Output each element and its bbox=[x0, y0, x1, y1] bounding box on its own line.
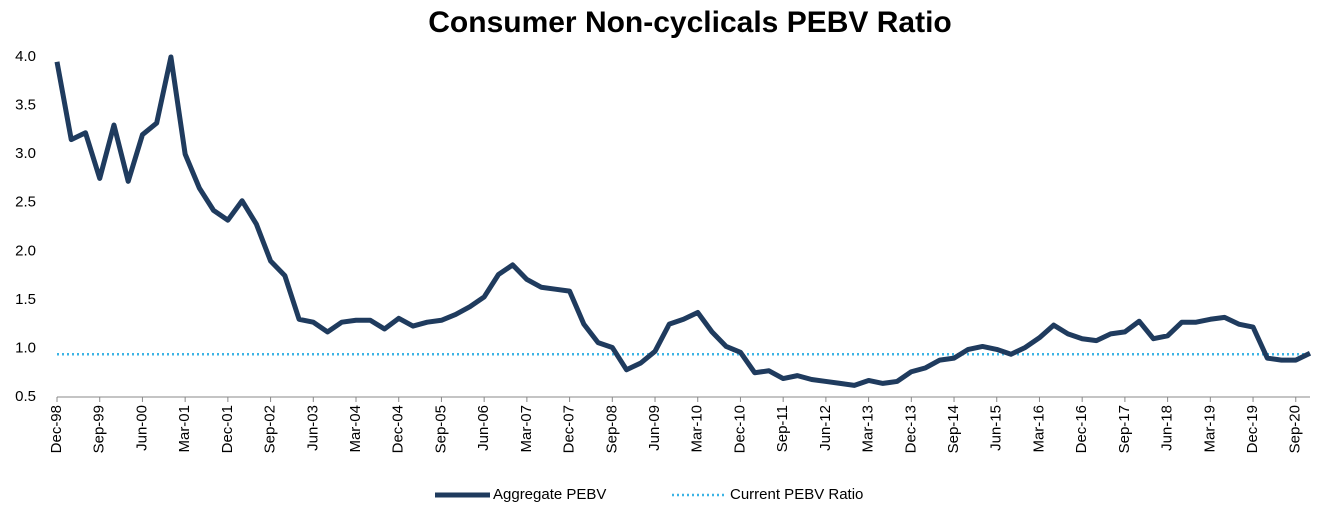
y-tick-label: 4.0 bbox=[15, 48, 36, 65]
x-tick-label: Jun-12 bbox=[817, 405, 834, 451]
y-tick-label: 2.5 bbox=[15, 194, 36, 211]
x-tick-label: Sep-02 bbox=[262, 405, 279, 453]
x-tick-label: Dec-01 bbox=[219, 405, 236, 453]
y-tick-label: 3.0 bbox=[15, 145, 36, 162]
x-tick-label: Sep-14 bbox=[945, 405, 962, 453]
legend-label: Aggregate PEBV bbox=[493, 486, 606, 503]
x-tick-label: Sep-99 bbox=[91, 405, 108, 453]
x-tick-label: Jun-00 bbox=[133, 405, 150, 451]
x-tick-label: Jun-03 bbox=[304, 405, 321, 451]
x-tick-label: Sep-08 bbox=[603, 405, 620, 453]
y-tick-label: 1.0 bbox=[15, 339, 36, 356]
y-tick-label: 2.0 bbox=[15, 242, 36, 259]
x-tick-label: Mar-10 bbox=[689, 405, 706, 453]
x-tick-label: Jun-09 bbox=[646, 405, 663, 451]
y-tick-label: 3.5 bbox=[15, 97, 36, 114]
data-line bbox=[54, 54, 1312, 388]
x-tick-label: Dec-13 bbox=[902, 405, 919, 453]
x-tick-label: Jun-06 bbox=[475, 405, 492, 451]
x-tick-label: Dec-10 bbox=[731, 405, 748, 453]
x-tick-label: Mar-04 bbox=[347, 405, 364, 453]
x-tick-label: Mar-16 bbox=[1030, 405, 1047, 453]
x-tick-label: Jun-15 bbox=[988, 405, 1005, 451]
x-tick-label: Dec-98 bbox=[48, 405, 65, 453]
x-tick-label: Sep-17 bbox=[1116, 405, 1133, 453]
x-tick-label: Dec-19 bbox=[1244, 405, 1261, 453]
y-tick-label: 0.5 bbox=[15, 388, 36, 405]
x-tick-label: Mar-07 bbox=[518, 405, 535, 453]
x-tick-label: Jun-18 bbox=[1159, 405, 1176, 451]
legend-label: Current PEBV Ratio bbox=[730, 486, 863, 503]
x-tick-label: Mar-13 bbox=[860, 405, 877, 453]
x-tick-label: Dec-07 bbox=[561, 405, 578, 453]
y-tick-label: 1.5 bbox=[15, 291, 36, 308]
x-tick-label: Dec-16 bbox=[1073, 405, 1090, 453]
x-tick-label: Sep-05 bbox=[432, 405, 449, 453]
x-tick-label: Dec-04 bbox=[390, 405, 407, 453]
x-tick-label: Mar-01 bbox=[176, 405, 193, 453]
x-tick-label: Mar-19 bbox=[1201, 405, 1218, 453]
x-tick-label: Sep-20 bbox=[1287, 405, 1304, 453]
chart-title: Consumer Non-cyclicals PEBV Ratio bbox=[428, 6, 951, 39]
x-tick-label: Sep-11 bbox=[774, 405, 791, 452]
